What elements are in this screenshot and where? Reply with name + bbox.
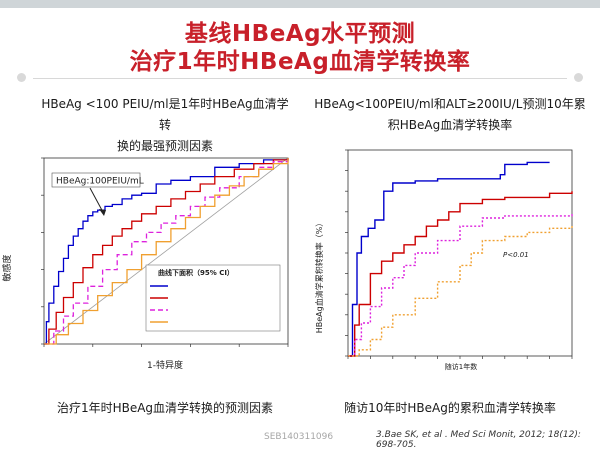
divider-dot-right — [574, 73, 583, 82]
cum-series-line-b — [348, 191, 573, 357]
citation: 3.Bae SK, et al . Med Sci Monit, 2012; 1… — [376, 430, 581, 450]
roc-series-line-hbcrag — [44, 158, 289, 345]
roc-chart: 敏感度 1-特异度 HBeAg:100PEIU/mL 曲线下面积（95% CI） — [1, 157, 289, 371]
left-chart-header: HBeAg <100 PEIU/ml是1年时HBeAg血清学转 换的最强预测因素 — [40, 94, 290, 157]
roc-tick-labels — [41, 157, 289, 347]
roc-annotation-text: HBeAg:100PEIU/mL — [56, 177, 144, 187]
roc-series-line-hbeag — [44, 158, 289, 345]
right-chart-header-line-1: HBeAg<100PEIU/ml和ALT≥200IU/L预测10年累 — [314, 97, 586, 111]
left-chart-caption: 治疗1年时HBeAg血清学转换的预测因素 — [56, 401, 274, 415]
roc-legend-box — [145, 264, 281, 332]
roc-legend: 曲线下面积（95% CI） — [145, 264, 281, 332]
slide-title-line-2: 治疗1年时HBeAg血清学转换率 — [129, 49, 471, 75]
cum-frame — [347, 149, 573, 357]
divider-dot-left — [17, 73, 26, 82]
right-chart-header: HBeAg<100PEIU/ml和ALT≥200IU/L预测10年累 积HBeA… — [310, 94, 590, 136]
cum-tick-labels — [345, 149, 573, 359]
cum-series-line-d — [348, 224, 573, 357]
cum-y-axis-label: HBeAg血清学累积转换率（%） — [314, 219, 324, 334]
roc-annotation: HBeAg:100PEIU/mL — [51, 172, 144, 216]
roc-annotation-arrowhead — [99, 209, 106, 216]
cum-series-line-a — [348, 161, 550, 357]
roc-x-axis-label: 1-特异度 — [147, 359, 183, 371]
cum-plot-area — [347, 149, 573, 357]
slide-id: SEB140311096 — [264, 432, 334, 442]
roc-y-axis-label: 敏感度 — [1, 254, 13, 281]
cum-series-group — [348, 161, 573, 357]
cumulative-chart: HBeAg血清学累积转换率（%） 随访1年数 P<0.01 — [314, 149, 573, 371]
slide-title-line-1: 基线HBeAg水平预测 — [184, 21, 416, 47]
roc-series-group — [44, 158, 289, 345]
right-chart-caption: 随访10年时HBeAg的累积血清学转换率 — [344, 401, 556, 415]
cum-p-value: P<0.01 — [503, 251, 529, 259]
roc-series-line-alt — [44, 158, 289, 345]
cum-x-axis-label: 随访1年数 — [445, 362, 477, 371]
cum-series-line-c — [348, 213, 573, 357]
right-chart-header-line-2: 积HBeAg血清学转换率 — [387, 118, 513, 132]
roc-legend-title: 曲线下面积（95% CI） — [158, 268, 234, 277]
title-divider — [33, 78, 567, 79]
roc-annotation-box — [51, 172, 141, 188]
left-chart-header-line-1: HBeAg <100 PEIU/ml是1年时HBeAg血清学转 — [41, 97, 289, 132]
left-chart-header-line-2: 换的最强预测因素 — [116, 139, 213, 153]
top-accent-bar — [0, 0, 600, 8]
roc-reference-diagonal — [43, 157, 289, 345]
